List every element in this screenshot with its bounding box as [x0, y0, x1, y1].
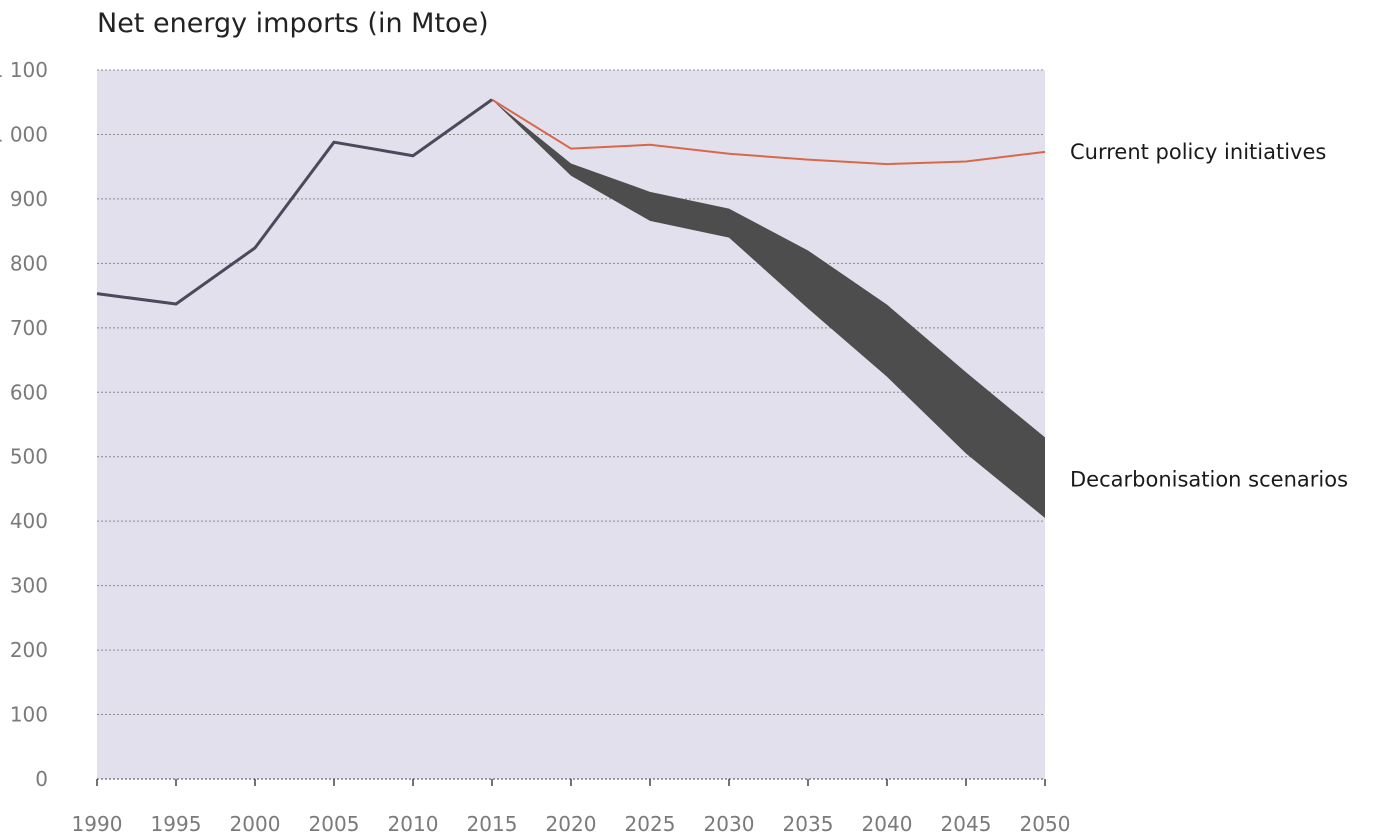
- x-tick-label: 2000: [230, 812, 281, 833]
- x-tick-label: 1990: [72, 812, 123, 833]
- current-policy-line: [491, 98, 1046, 166]
- x-tick-label: 2025: [625, 812, 676, 833]
- y-tick-label: 900: [10, 187, 48, 211]
- y-tick-label: 1 000: [0, 122, 48, 146]
- series: [96, 98, 1046, 518]
- x-tick-label: 2010: [388, 812, 439, 833]
- y-tick-label: 700: [10, 316, 48, 340]
- x-tick-label: 1995: [151, 812, 202, 833]
- x-tick-label: 2045: [941, 812, 992, 833]
- x-tick-label: 2005: [309, 812, 360, 833]
- annotation-label: Current policy initiatives: [1070, 140, 1326, 164]
- x-tick-label: 2040: [862, 812, 913, 833]
- x-tick-label: 2035: [783, 812, 834, 833]
- y-tick-label: 500: [10, 445, 48, 469]
- grid-lines: [97, 69, 1045, 716]
- y-tick-labels: 0 100 200 300 400 500 600 700 800 900 1 000 1 100: [0, 58, 48, 791]
- y-tick-label: 100: [10, 703, 48, 727]
- annotations: Current policy initiatives Decarbonisatio…: [1070, 140, 1348, 491]
- y-tick-label: 200: [10, 638, 48, 662]
- historical-line: [96, 98, 493, 306]
- x-tick-label: 2030: [704, 812, 755, 833]
- x-tick-label: 2050: [1020, 812, 1071, 833]
- annotation-label: Decarbonisation scenarios: [1070, 467, 1348, 491]
- y-tick-label: 800: [10, 251, 48, 275]
- y-tick-label: 600: [10, 380, 48, 404]
- chart-title: Net energy imports (in Mtoe): [97, 8, 489, 39]
- x-tick-label: 2015: [467, 812, 518, 833]
- decarbonisation-band: [492, 99, 1045, 518]
- plot-background: [97, 70, 1045, 779]
- y-tick-label: 0: [35, 767, 48, 791]
- x-tick-label: 2020: [546, 812, 597, 833]
- x-tick-labels: 1990 1995 2000 2005 2010 2015 2020 2025 2030 2035…: [72, 779, 1071, 833]
- y-tick-label: 400: [10, 509, 48, 533]
- y-tick-label: 300: [10, 574, 48, 598]
- y-tick-label: 1 100: [0, 58, 48, 82]
